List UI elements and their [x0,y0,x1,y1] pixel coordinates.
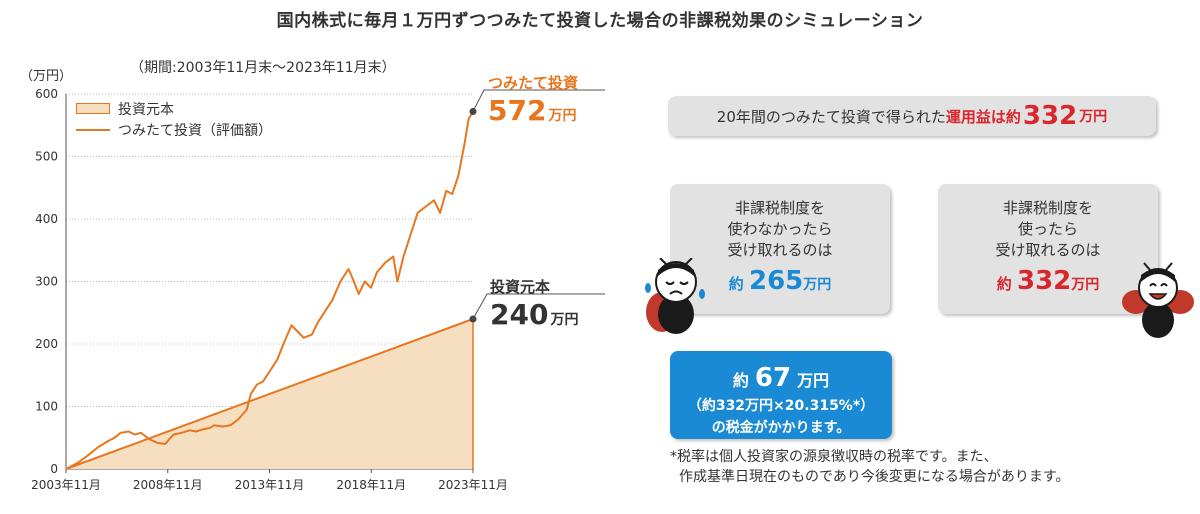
callout-accum-unit: 万円 [548,108,577,124]
with-amount: 約 332万円 [938,268,1158,296]
tax-unit: 万円 [797,371,830,390]
bubble-highlight: 運用益は約 [945,107,1021,126]
callout-principal-value: 240 万円 [490,298,578,331]
legend-label-principal: 投資元本 [118,101,174,118]
y-axis-unit: （万円） [20,69,73,84]
without-approx: 約 [728,275,744,293]
principal-line [65,318,474,470]
principal-leader [472,293,605,320]
with-unit: 万円 [1071,277,1100,293]
y-tick-label: 600 [35,87,58,101]
accumulated-leader [472,89,605,112]
tax-amount: 約 67 万円 [670,363,892,393]
with-nisa-box: 非課税制度を 使ったら 受け取れるのは 約 332万円 [938,184,1158,314]
without-nisa-box: 非課税制度を 使わなかったら 受け取れるのは 約 265万円 [670,184,890,314]
legend-swatch-line [76,128,110,131]
bubble-value: 332 [1022,101,1078,131]
without-unit: 万円 [803,277,832,293]
tax-value: 67 [754,363,792,393]
legend-swatch-area [76,103,110,114]
without-value: 265 [748,266,804,296]
y-tick-label: 0 [50,462,58,476]
period-label: （期間:2003年11月末〜2023年11月末） [130,60,396,76]
y-tick-label: 500 [35,150,58,164]
legend-item-accumulated: つみたて投資（評価額） [76,119,272,140]
profit-summary-bubble: 20年間のつみたて投資で得られた 運用益は約 332 万円 [668,96,1156,136]
x-tick-label: 2023年11月 [438,478,508,492]
callout-accum-number: 572 [488,94,547,127]
bubble-prefix: 20年間のつみたて投資で得られた [716,107,946,126]
y-tick-label: 200 [35,337,58,351]
x-tick-label: 2013年11月 [235,478,305,492]
tax-formula: （約332万円×20.315%*） [687,398,875,414]
tax-text: の税金がかかります。 [711,420,851,436]
page-title: 国内株式に毎月１万円ずつつみたて投資した場合の非課税効果のシミュレーション [276,11,924,31]
without-line2: 使わなかったら [727,220,833,238]
without-line1: 非課税制度を [734,199,825,217]
with-value: 332 [1016,266,1072,296]
without-amount: 約 265万円 [670,268,890,296]
with-line2: 使ったら [1017,220,1078,238]
legend-item-principal: 投資元本 [76,98,272,119]
with-approx: 約 [996,275,1012,293]
callout-accum-value: 572 万円 [488,94,576,127]
footnote-line2: 作成基準日現在のものであり今後変更になる場合があります。 [679,469,1070,485]
tax-approx: 約 [732,371,749,390]
x-tick-label: 2003年11月 [31,478,101,492]
chart-svg: 0 100 200 300 400 500 600 2003年11月 2008年11月 2013年… [31,87,605,492]
callout-principal-number: 240 [490,298,549,331]
callout-principal-label: 投資元本 [490,278,551,296]
chart-legend: 投資元本 つみたて投資（評価額） [76,98,272,140]
accumulated-line [65,110,474,470]
callout-accum-label: つみたて投資 [488,74,579,92]
y-tick-label: 300 [35,275,58,289]
x-tick-label: 2018年11月 [336,478,406,492]
footnote: *税率は個人投資家の源泉徴収時の税率です。また、 作成基準日現在のものであり今後… [670,447,1069,487]
y-tick-label: 400 [35,212,58,226]
x-tick-label: 2008年11月 [133,478,203,492]
tax-box: 約 67 万円 （約332万円×20.315%*） の税金がかかります。 [670,351,892,439]
y-tick-label: 100 [35,400,58,414]
without-line3: 受け取れるのは [727,241,833,259]
with-line1: 非課税制度を [1002,199,1093,217]
legend-label-accumulated: つみたて投資（評価額） [118,122,272,139]
with-line3: 受け取れるのは [995,241,1101,259]
callout-principal-unit: 万円 [550,312,579,328]
footnote-line1: *税率は個人投資家の源泉徴収時の税率です。また、 [670,449,998,465]
happy-ladybug-icon [1122,262,1194,338]
sad-ladybug-icon [645,258,705,334]
bubble-unit: 万円 [1079,109,1108,125]
